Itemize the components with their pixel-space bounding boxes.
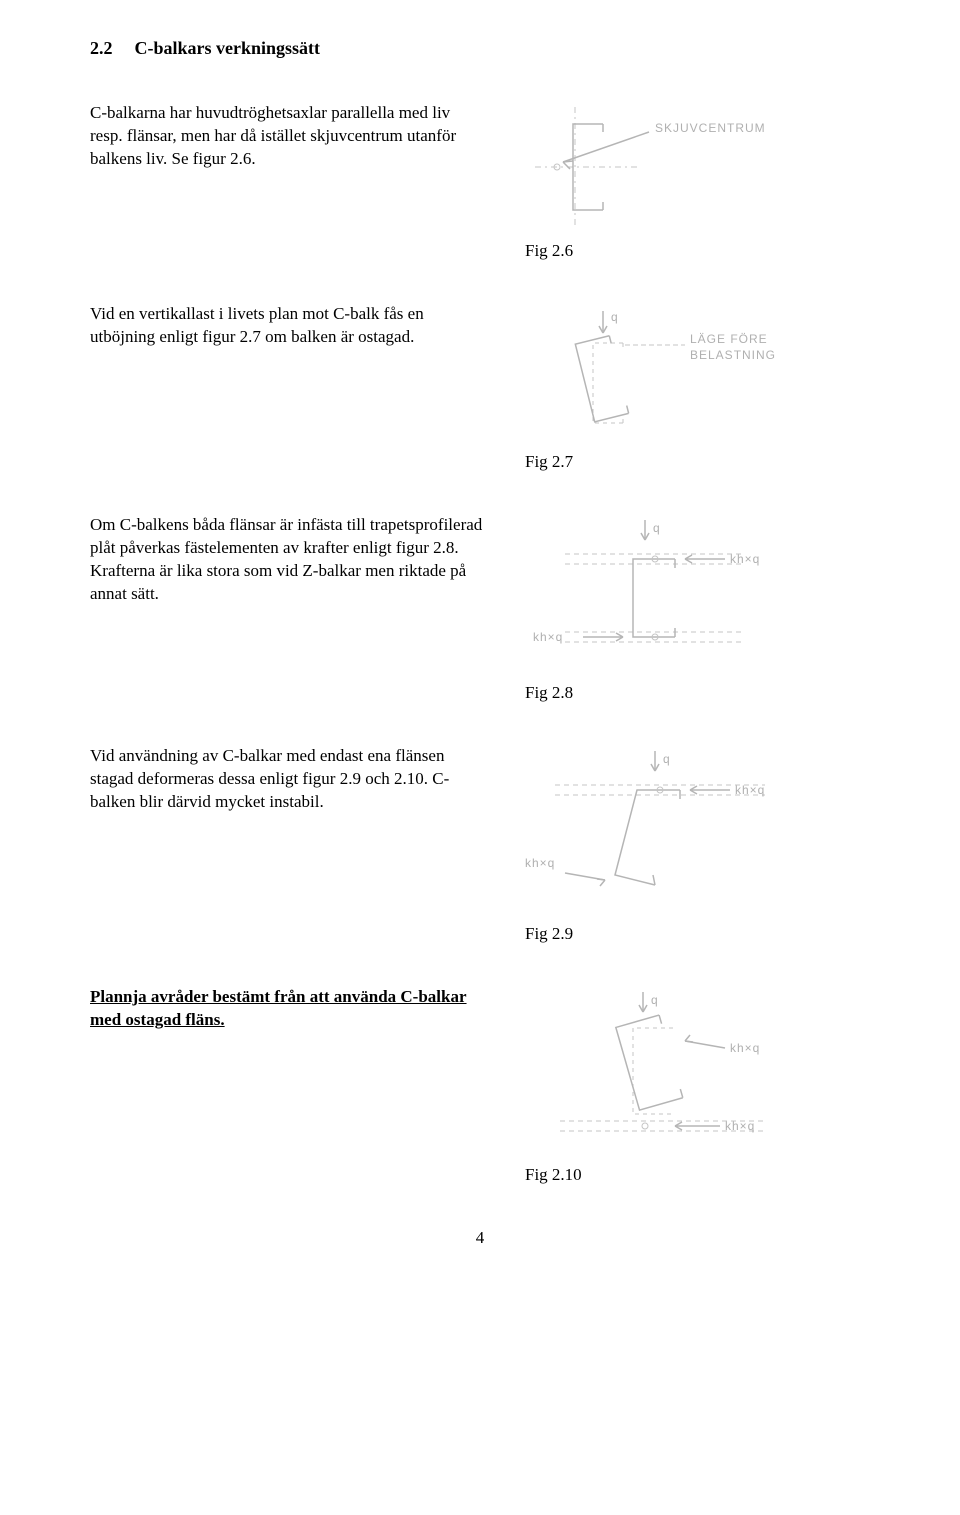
section-title: C-balkars verkningssätt bbox=[135, 36, 321, 60]
fig210-k1: kh×q bbox=[730, 1041, 760, 1055]
figure-2-6: SKJUVCENTRUM bbox=[525, 102, 805, 232]
block-fig27: Vid en vertikallast i livets plan mot C-… bbox=[90, 303, 870, 474]
block-fig210: Plannja avråder bestämt från att använda… bbox=[90, 986, 870, 1187]
paragraph-1: C-balkarna har huvudtröghetsaxlar parall… bbox=[90, 102, 485, 171]
fig28-q: q bbox=[653, 521, 661, 535]
fig27-label1: LÄGE FÖRE bbox=[690, 332, 768, 346]
fig27-caption: Fig 2.7 bbox=[525, 451, 870, 474]
figure-2-9: q kh×q kh×q bbox=[525, 745, 805, 915]
fig210-k2: kh×q bbox=[725, 1119, 755, 1133]
fig29-k1: kh×q bbox=[735, 783, 765, 797]
figure-2-7: q LÄGE FÖRE BELASTNING bbox=[525, 303, 825, 443]
block-fig29: Vid användning av C-balkar med endast en… bbox=[90, 745, 870, 946]
paragraph-3: Om C-balkens båda flänsar är infästa til… bbox=[90, 514, 485, 606]
fig210-q: q bbox=[651, 993, 659, 1007]
figure-2-10: q kh×q kh×q bbox=[525, 986, 805, 1156]
fig26-caption: Fig 2.6 bbox=[525, 240, 870, 263]
fig28-caption: Fig 2.8 bbox=[525, 682, 870, 705]
fig29-k2: kh×q bbox=[525, 856, 555, 870]
fig29-caption: Fig 2.9 bbox=[525, 923, 870, 946]
fig27-q: q bbox=[611, 310, 619, 324]
paragraph-2: Vid en vertikallast i livets plan mot C-… bbox=[90, 303, 485, 349]
fig210-caption: Fig 2.10 bbox=[525, 1164, 870, 1187]
paragraph-4: Vid användning av C-balkar med endast en… bbox=[90, 745, 485, 814]
fig26-label: SKJUVCENTRUM bbox=[655, 121, 766, 135]
block-fig28: Om C-balkens båda flänsar är infästa til… bbox=[90, 514, 870, 705]
fig29-q: q bbox=[663, 752, 671, 766]
page-number: 4 bbox=[90, 1227, 870, 1250]
block-fig26: C-balkarna har huvudtröghetsaxlar parall… bbox=[90, 102, 870, 263]
fig28-k2: kh×q bbox=[533, 630, 563, 644]
figure-2-8: q kh×q kh×q bbox=[525, 514, 785, 674]
section-heading: 2.2 C-balkars verkningssätt bbox=[90, 36, 870, 60]
fig27-label2: BELASTNING bbox=[690, 348, 776, 362]
section-number: 2.2 bbox=[90, 36, 113, 60]
fig28-k1: kh×q bbox=[730, 552, 760, 566]
warning-text: Plannja avråder bestämt från att använda… bbox=[90, 986, 485, 1032]
